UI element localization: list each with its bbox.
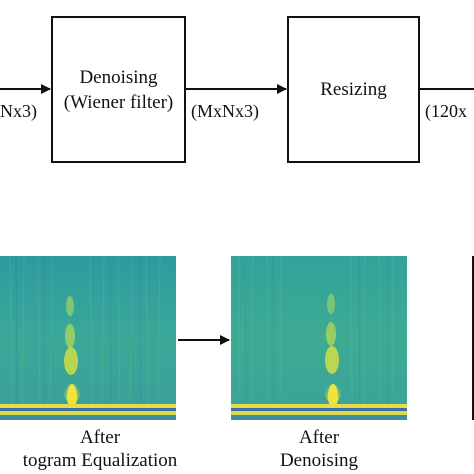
denoising-title: Denoising	[79, 66, 158, 88]
hist-caption-line2: togram Equalization	[22, 450, 178, 471]
next-stage-edge	[472, 256, 474, 420]
denoise-caption-line2: Denoising	[279, 450, 359, 471]
histogram-equalization-caption: After togram Equalization	[0, 426, 200, 472]
spectrogram-histogram-equalized	[0, 256, 176, 420]
input-dimension-label: Nx3)	[0, 100, 37, 122]
output-dimension-label: (120x	[425, 100, 467, 122]
denoising-caption: After Denoising	[231, 426, 407, 472]
hist-caption-line1: After	[79, 427, 121, 448]
resizing-block: Resizing	[287, 16, 420, 163]
denoise-caption-line1: After	[298, 427, 340, 448]
denoising-block: Denoising (Wiener filter)	[51, 16, 186, 163]
intermediate-dimension-label: (MxNx3)	[191, 100, 259, 122]
spectrogram-denoised	[231, 256, 407, 420]
spectrogram-hist-image	[0, 256, 176, 420]
denoising-subtitle: (Wiener filter)	[63, 91, 174, 113]
resizing-title: Resizing	[320, 79, 387, 100]
spectrogram-denoised-image	[231, 256, 407, 420]
